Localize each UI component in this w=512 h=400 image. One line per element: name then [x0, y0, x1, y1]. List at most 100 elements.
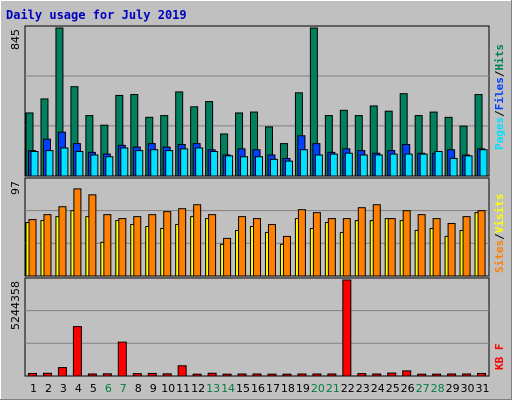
pages-bar [120, 147, 129, 177]
sites-bar [133, 216, 142, 277]
x-tick-label: 26 [401, 382, 415, 395]
pages-bar [449, 157, 458, 177]
legend-hits: Hits [493, 44, 506, 71]
legend-files: Files [493, 77, 506, 110]
sites-bar [462, 216, 471, 277]
x-tick-label: 27 [416, 382, 430, 395]
pages-bar [165, 150, 174, 177]
pages-bar [135, 150, 144, 177]
sites-panel [24, 177, 490, 277]
x-tick-label: 14 [221, 382, 235, 395]
pages-bar [269, 158, 278, 177]
x-tick-label: 16 [251, 382, 265, 395]
x-tick-label: 21 [326, 382, 340, 395]
kbytes-bar [72, 326, 82, 377]
sites-bar [312, 212, 321, 277]
x-tick-label: 4 [75, 382, 82, 395]
sites-bar [238, 216, 247, 277]
sites-bar [417, 214, 426, 277]
legend-separator: / [493, 110, 506, 117]
kbytes-bar [312, 373, 322, 377]
sites-bar [432, 218, 441, 277]
kbytes-bar [87, 373, 97, 377]
x-tick-label: 31 [476, 382, 490, 395]
x-tick-label: 10 [161, 382, 175, 395]
x-tick-label: 6 [105, 382, 112, 395]
kbytes-bar [327, 373, 337, 377]
pages-bar [255, 156, 264, 177]
sites-bar [282, 235, 291, 277]
top-panel-legend: Pages/Files/Hits [493, 44, 506, 150]
x-tick-label: 22 [341, 382, 355, 395]
x-tick-label: 20 [311, 382, 325, 395]
pages-bar [60, 147, 69, 177]
kbytes-bar [177, 365, 187, 377]
x-tick-label: 12 [191, 382, 205, 395]
x-tick-label: 2 [45, 382, 52, 395]
kbytes-bar [282, 373, 292, 377]
sites-bar [402, 210, 411, 277]
pages-bar [359, 154, 368, 177]
kbytes-bar [417, 373, 427, 377]
pages-bar [389, 153, 398, 177]
x-tick-label: 7 [120, 382, 127, 395]
sites-bar [357, 207, 366, 277]
middle-panel-legend: Sites/Visits [493, 194, 506, 274]
sites-bar [58, 206, 67, 277]
kbytes-bar [432, 373, 442, 377]
x-tick-label: 13 [206, 382, 220, 395]
sites-bar [327, 218, 336, 277]
sites-bar [178, 208, 187, 277]
pages-bar [240, 156, 249, 177]
sites-bar [193, 204, 202, 277]
kbytes-bar [102, 373, 112, 377]
kbytes-bar [447, 373, 457, 377]
kbytes-bar [477, 372, 487, 377]
x-tick-label: 3 [60, 382, 67, 395]
kbytes-bar [237, 373, 247, 377]
sites-bar [297, 209, 306, 277]
kbytes-bar [357, 373, 367, 377]
kbytes-bar [252, 373, 262, 377]
sites-bar [28, 219, 37, 277]
pages-bar [105, 156, 114, 177]
pages-bar [210, 150, 219, 177]
kbytes-bar [387, 372, 397, 377]
pages-bar [464, 155, 473, 177]
pages-bar [314, 154, 323, 177]
chart-title: Daily usage for July 2019 [6, 8, 187, 22]
sites-bar [103, 214, 112, 277]
x-tick-label: 17 [266, 382, 280, 395]
legend-pages: Pages [493, 117, 506, 150]
hits-axis-max-label: 845 [9, 29, 22, 50]
x-tick-label: 30 [461, 382, 475, 395]
kbytes-bar [28, 372, 37, 377]
kbytes-bar [207, 372, 217, 377]
pages-bar [150, 149, 159, 177]
kbytes-bar [222, 373, 232, 377]
pages-bar [195, 147, 204, 177]
x-tick-label: 23 [356, 382, 370, 395]
x-tick-label: 9 [150, 382, 157, 395]
bottom-panel-legend: KB F [493, 344, 506, 371]
sites-bar [163, 211, 172, 277]
x-tick-label: 15 [236, 382, 250, 395]
kbytes-bar [297, 373, 307, 377]
sites-bar [387, 218, 396, 277]
pages-bar [180, 148, 189, 177]
pages-bar [434, 150, 443, 177]
kbytes-bar [57, 367, 67, 377]
sites-bar [43, 214, 52, 277]
x-tick-label: 11 [176, 382, 190, 395]
sites-bar [267, 224, 276, 277]
kbytes-bar [372, 373, 382, 377]
kbytes-bar [462, 373, 472, 377]
sites-bar [447, 223, 456, 277]
pages-bar [225, 155, 234, 177]
sites-bar [372, 204, 381, 277]
sites-bar [223, 237, 232, 277]
x-tick-label: 18 [281, 382, 295, 395]
pages-bar [479, 149, 488, 177]
sites-bar [118, 218, 127, 277]
